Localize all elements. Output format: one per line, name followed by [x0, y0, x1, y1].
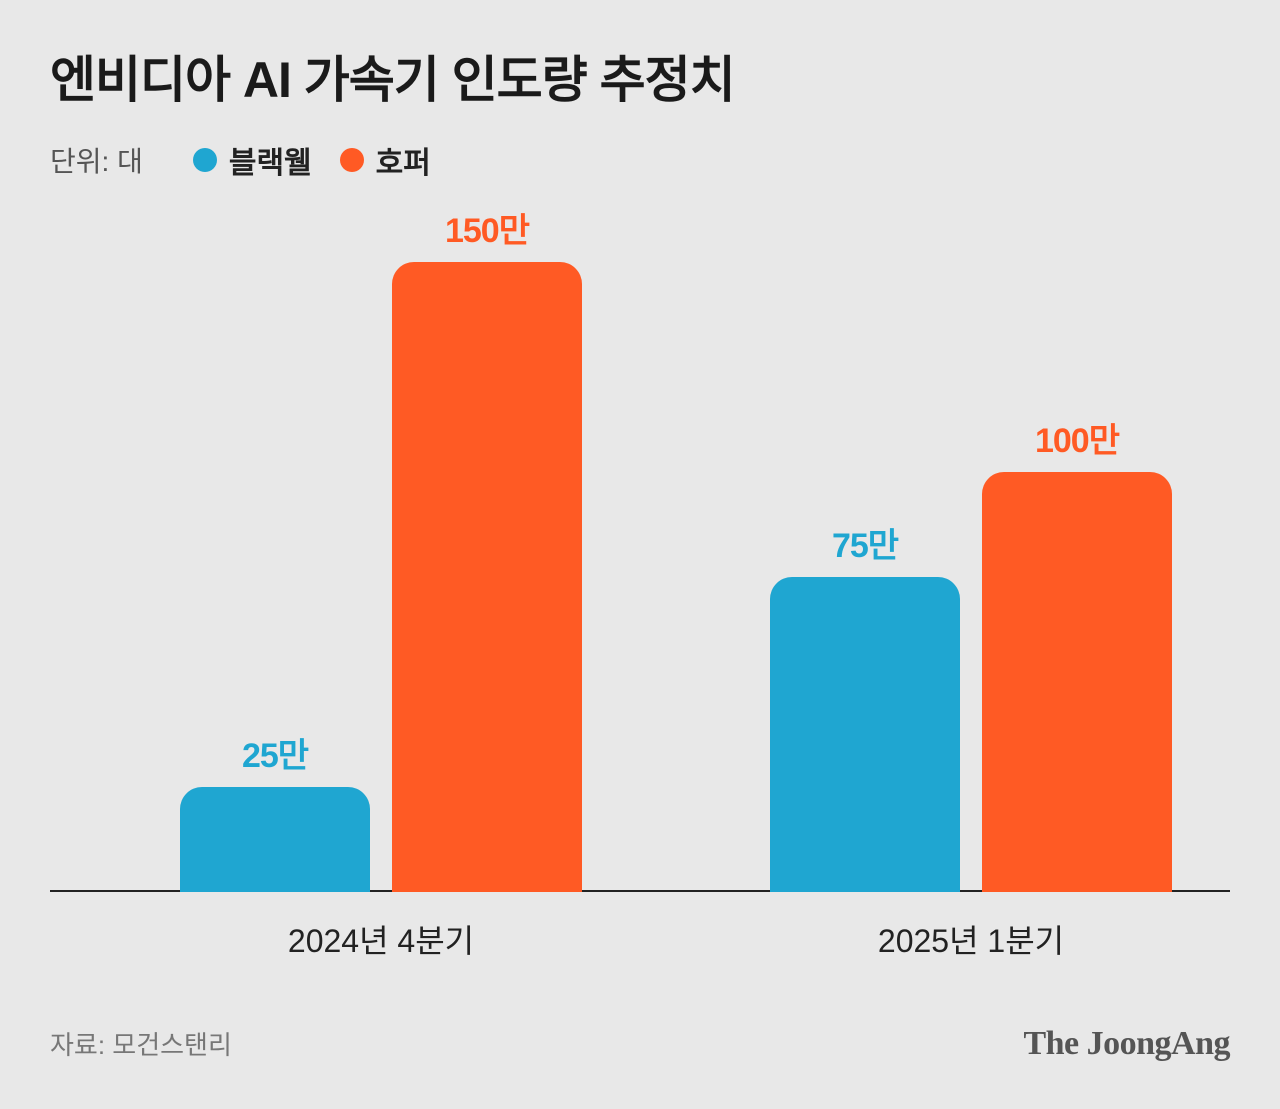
bar-value-label: 25만 [242, 728, 308, 777]
bar-value-label: 150만 [445, 203, 529, 252]
plot-area: 25만 150만 75만 100만 [50, 202, 1230, 892]
legend-item-blackwell: 블랙웰 [193, 138, 312, 182]
chart-title: 엔비디아 AI 가속기 인도량 추정치 [50, 40, 1230, 112]
bar-group: 75만 100만 [770, 413, 1172, 892]
legend-dot-icon [340, 148, 364, 172]
unit-label: 단위: 대 [50, 140, 143, 180]
x-axis-label: 2024년 4분기 [288, 916, 474, 962]
legend-item-hopper: 호퍼 [340, 138, 431, 182]
bar [392, 262, 582, 892]
chart-container: 엔비디아 AI 가속기 인도량 추정치 단위: 대 블랙웰 호퍼 25만 150만… [50, 40, 1230, 1069]
bar [770, 577, 960, 892]
bar-value-label: 75만 [832, 518, 898, 567]
bar-wrap: 75만 [770, 518, 960, 892]
bar [982, 472, 1172, 892]
bar-value-label: 100만 [1035, 413, 1119, 462]
legend-dot-icon [193, 148, 217, 172]
bar [180, 787, 370, 892]
legend-label: 호퍼 [376, 138, 431, 182]
x-axis-labels: 2024년 4분기 2025년 1분기 [50, 902, 1230, 962]
brand-label: The JoongAng [1023, 1025, 1230, 1063]
bar-wrap: 150만 [392, 203, 582, 892]
legend-items: 블랙웰 호퍼 [193, 138, 431, 182]
source-label: 자료: 모건스탠리 [50, 1025, 232, 1062]
bar-group: 25만 150만 [180, 203, 582, 892]
bar-wrap: 25만 [180, 728, 370, 892]
chart-footer: 자료: 모건스탠리 The JoongAng [50, 1025, 1230, 1063]
legend-row: 단위: 대 블랙웰 호퍼 [50, 138, 1230, 182]
x-axis-label: 2025년 1분기 [878, 916, 1064, 962]
bar-wrap: 100만 [982, 413, 1172, 892]
legend-label: 블랙웰 [229, 138, 312, 182]
